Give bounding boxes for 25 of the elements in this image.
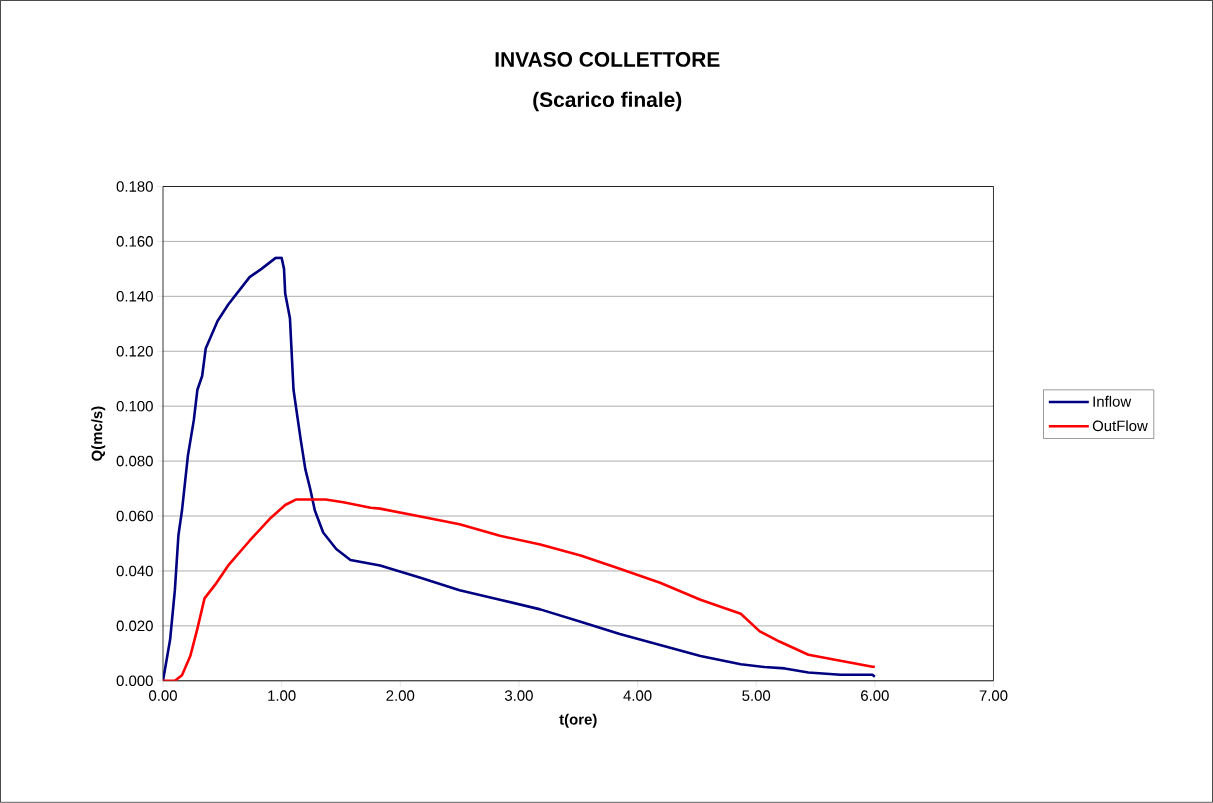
y-tick-label: 0.120 <box>116 346 153 357</box>
y-tick-label: 0.160 <box>116 236 153 247</box>
x-tick-label: 4.00 <box>623 690 652 702</box>
y-tick-label: 0.060 <box>116 510 153 522</box>
y-tick-label: 0.020 <box>116 620 153 632</box>
line-series <box>163 256 877 681</box>
y-tick-label: 0.140 <box>116 291 153 302</box>
y-axis-title: Q(mc/s) <box>91 406 106 461</box>
chart-subtitle: (Scarico finale) <box>533 91 682 112</box>
x-tick-label: 5.00 <box>742 690 771 702</box>
x-axis-title: t(ore) <box>559 713 597 728</box>
legend-label: OutFlow <box>1092 420 1148 432</box>
x-tick-label: 7.00 <box>979 690 1008 702</box>
chart-title: INVASO COLLETTORE <box>495 52 720 67</box>
x-tick-label: 2.00 <box>386 690 415 702</box>
x-tick-label: 3.00 <box>504 690 533 702</box>
y-tick-label: 0.080 <box>116 455 153 467</box>
legend-label: Inflow <box>1093 395 1132 407</box>
x-tick-label: 1.00 <box>268 690 296 702</box>
y-tick-label: 0.100 <box>116 401 153 412</box>
y-tick-label: 0.000 <box>116 675 153 687</box>
y-tick-label: 0.040 <box>116 565 153 577</box>
x-tick-label: 0.00 <box>149 690 177 702</box>
y-tick-label: 0.180 <box>116 181 153 192</box>
x-tick-label: 6.00 <box>861 690 889 702</box>
